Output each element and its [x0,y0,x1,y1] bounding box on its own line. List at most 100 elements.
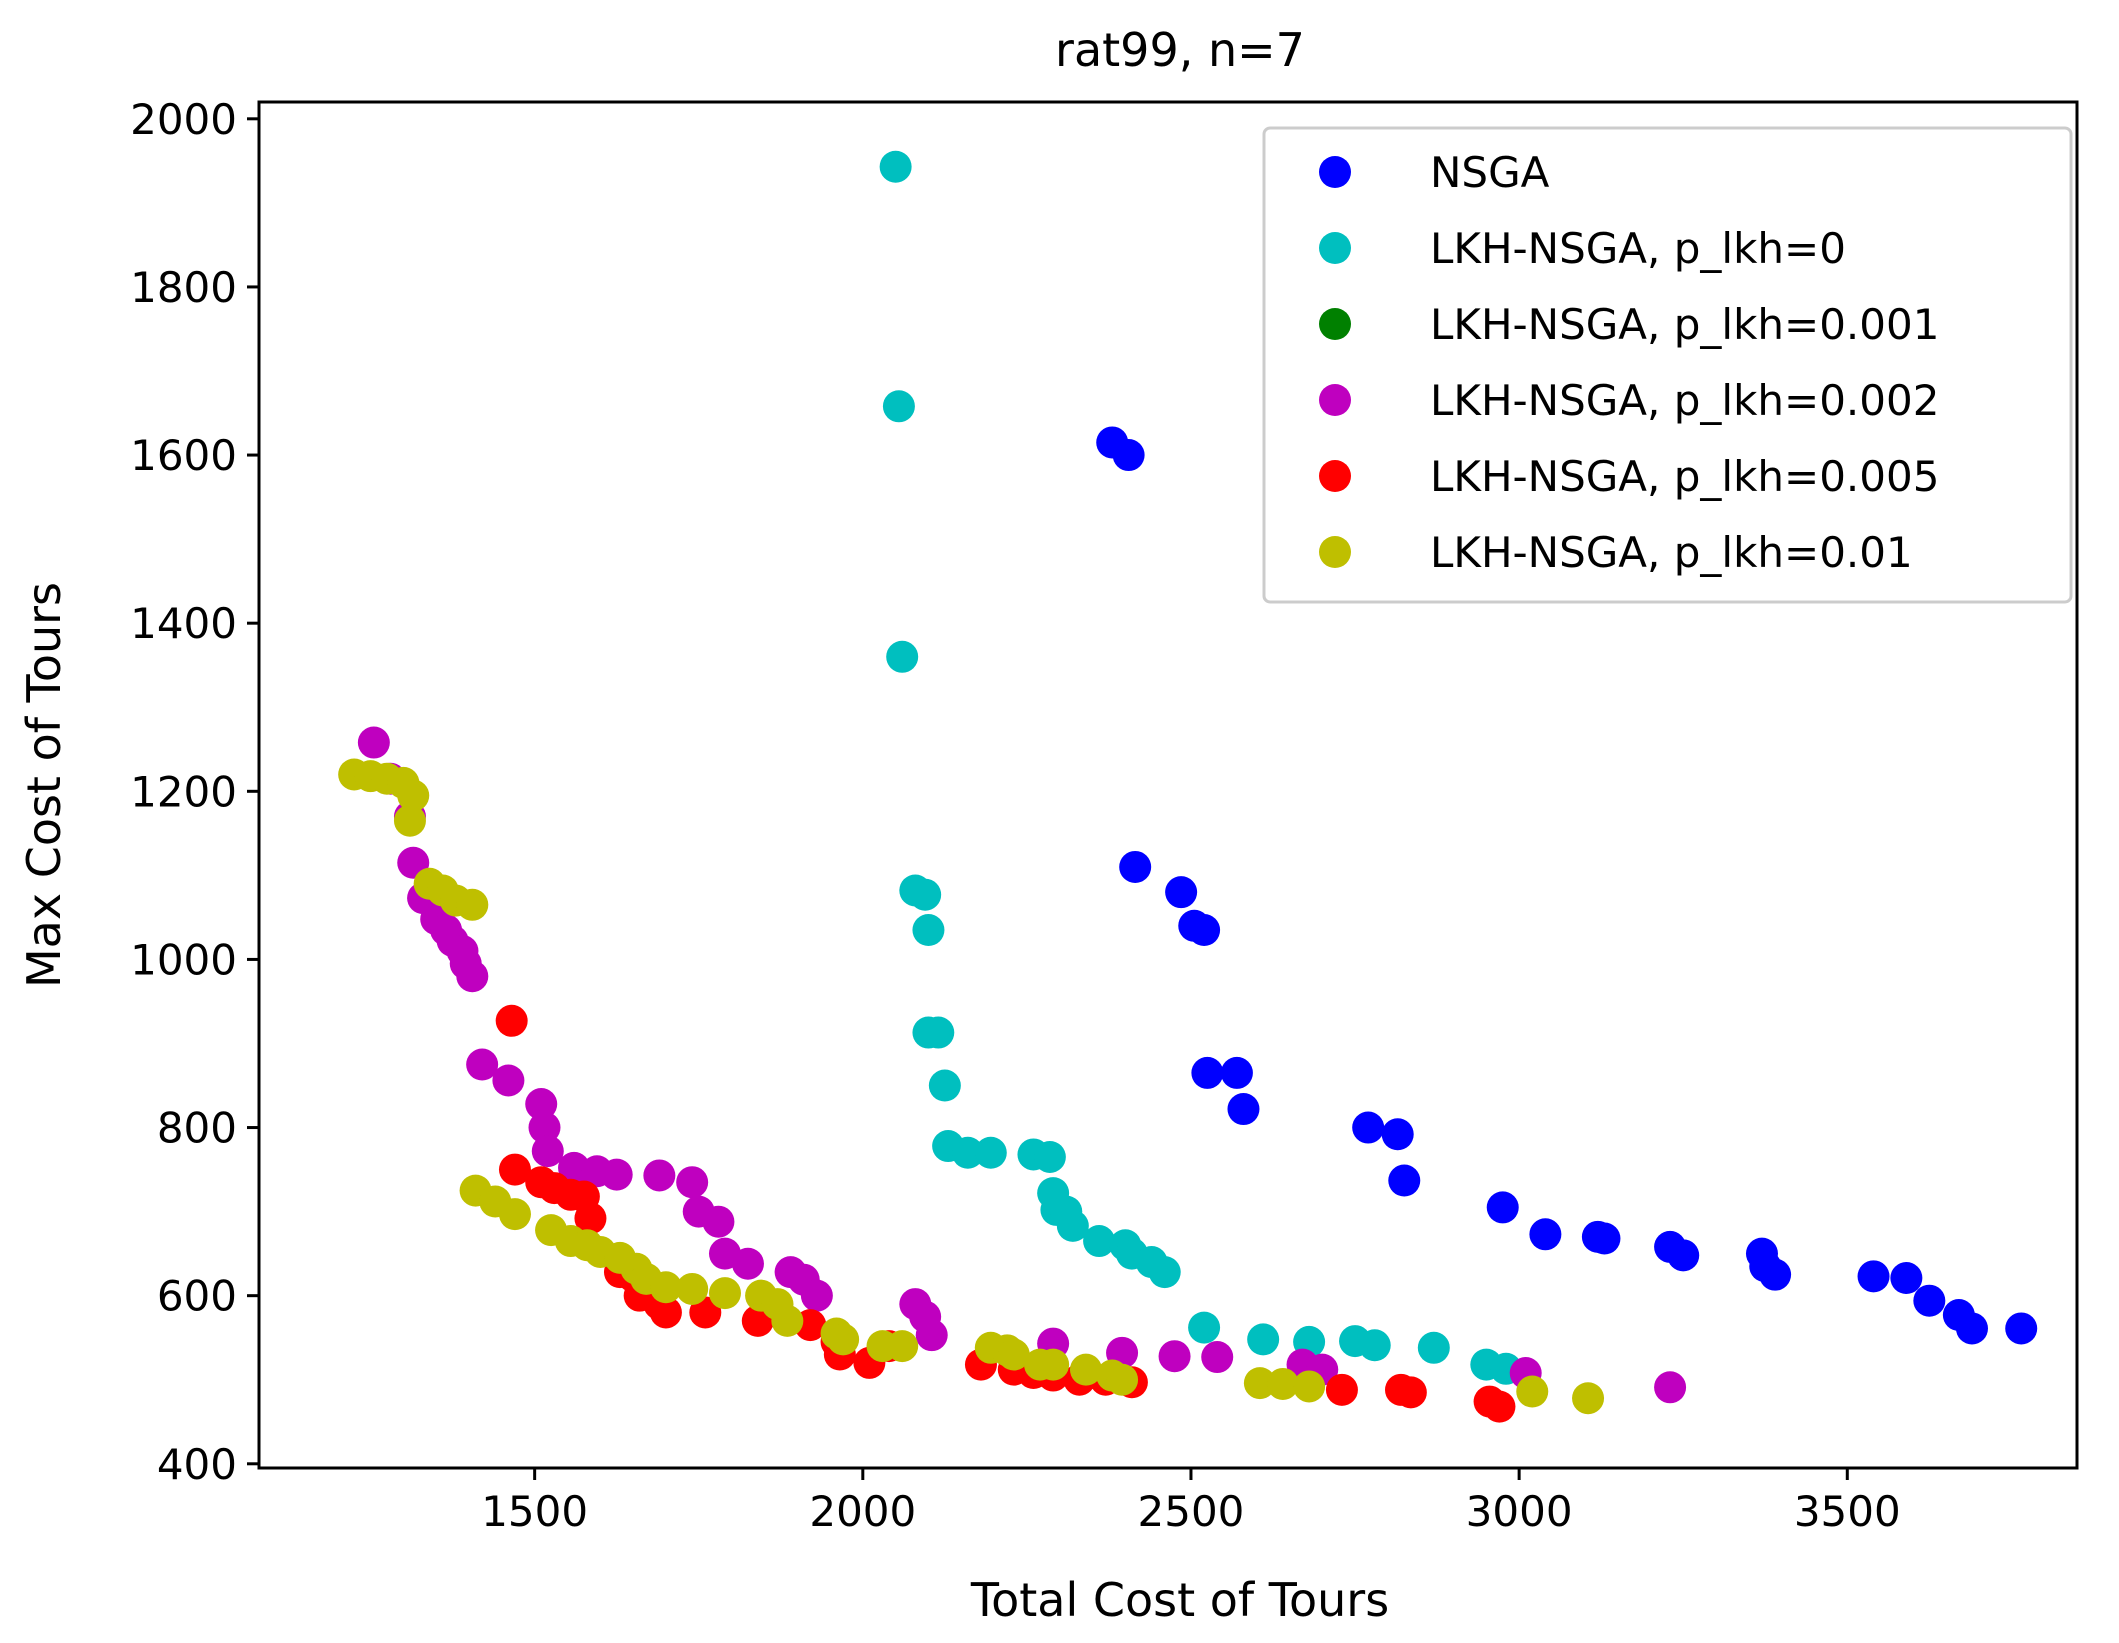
data-point [1033,1140,1066,1173]
y-tick-label: 1000 [130,935,237,984]
series-5 [338,758,1605,1415]
data-point [909,878,942,911]
data-point [1890,1262,1923,1295]
data-point [649,1271,682,1304]
data-point [1112,439,1145,472]
series-1 [879,150,1523,1385]
data-point [574,1202,607,1235]
data-point [676,1166,709,1199]
legend-label: LKH-NSGA, p_lkh=0.01 [1430,528,1913,577]
data-point [951,1136,984,1169]
x-tick-label: 1500 [481,1487,588,1536]
data-point [1529,1218,1562,1251]
data-point [1119,850,1152,883]
legend-marker [1319,308,1351,340]
data-point [2005,1312,2038,1345]
data-point [1227,1093,1260,1126]
data-point [1913,1284,1946,1317]
data-point [1352,1111,1385,1144]
legend-marker [1319,232,1351,264]
y-axis-label: Max Cost of Tours [17,582,71,988]
x-axis-ticks: 1500 2000 2500 3000 3500 [481,1468,1901,1536]
data-point [1394,1376,1427,1409]
data-point [997,1338,1030,1371]
data-point [1516,1375,1549,1408]
data-point [689,1296,722,1329]
data-point [649,1296,682,1329]
chart-title: rat99, n=7 [1055,23,1305,77]
data-point [456,888,489,921]
data-point [1667,1239,1700,1272]
data-point [466,1048,499,1081]
data-point [643,1159,676,1192]
y-tick-label: 800 [157,1104,237,1153]
legend-label: LKH-NSGA, p_lkh=0.005 [1430,452,1939,501]
data-point [928,1069,961,1102]
y-axis-ticks: 400 600 800 1000 1200 1400 1600 1800 2000 [130,95,259,1489]
data-point [1572,1382,1605,1415]
data-point [1483,1390,1516,1423]
data-point [393,804,426,837]
data-point [1955,1312,1988,1345]
data-point [525,1088,558,1121]
y-tick-label: 1800 [130,263,237,312]
data-point [495,1004,528,1037]
plot-frame [257,100,2079,1470]
legend-box [1262,126,2073,604]
data-point [922,1016,955,1049]
data-point [1188,1311,1221,1344]
data-point [531,1135,564,1168]
data-point [731,1247,764,1280]
data-point [1148,1256,1181,1289]
x-tick-label: 2500 [1138,1487,1245,1536]
data-point [1158,1340,1191,1373]
data-point [1188,914,1221,947]
legend-marker [1319,384,1351,416]
legend-marker [1319,460,1351,492]
y-tick-label: 1200 [130,767,237,816]
data-point [771,1304,804,1337]
y-tick-label: 600 [157,1272,237,1321]
data-point [1083,1225,1116,1258]
data-point [1243,1367,1276,1400]
data-point [1293,1370,1326,1403]
data-point [357,726,390,759]
data-point [676,1272,709,1305]
data-point [879,150,912,183]
data-point [1191,1056,1224,1089]
data-points [338,150,2038,1423]
data-point [1381,1118,1414,1151]
y-tick-label: 400 [157,1440,237,1489]
data-point [1358,1329,1391,1362]
data-point [498,1153,531,1186]
data-point [886,640,919,673]
data-point [1056,1209,1089,1242]
data-point [708,1277,741,1310]
data-point [1220,1056,1253,1089]
data-point [800,1279,833,1312]
data-point [886,1330,919,1363]
data-point [1388,1164,1421,1197]
data-point [1247,1323,1280,1356]
y-tick-label: 1400 [130,599,237,648]
data-point [528,1111,561,1144]
data-point [1654,1371,1687,1404]
data-point [1325,1373,1358,1406]
x-axis-label: Total Cost of Tours [970,1573,1389,1627]
data-point [1165,876,1198,909]
legend-label: LKH-NSGA, p_lkh=0 [1430,224,1846,273]
legend-marker [1319,156,1351,188]
legend-label: NSGA [1430,148,1550,197]
data-point [1759,1258,1792,1291]
x-tick-label: 3500 [1794,1487,1901,1536]
data-point [1037,1348,1070,1381]
data-point [498,1198,531,1231]
data-point [915,1319,948,1352]
y-tick-label: 2000 [130,95,237,144]
data-point [600,1158,633,1191]
data-point [702,1205,735,1238]
data-point [912,914,945,947]
data-point [827,1323,860,1356]
data-point [1201,1341,1234,1374]
